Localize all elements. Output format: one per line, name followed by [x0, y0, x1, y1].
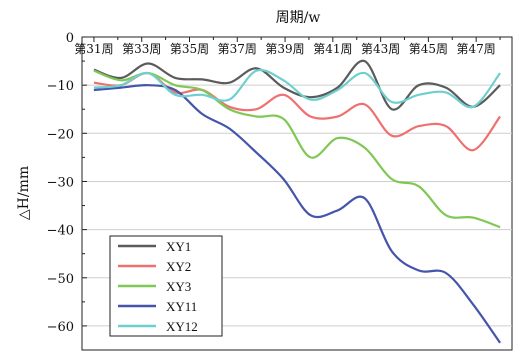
- x-tick-label: 第37周: [218, 42, 257, 56]
- axis-ticks: 0−10−20−30−40−50−60第31周 第33周 第35周 第37周 第39周第…: [47, 31, 501, 351]
- x-tick-label: 第41周: [313, 42, 352, 56]
- series-line-xy1: [93, 59, 501, 111]
- chart-title: 周期/w: [276, 10, 321, 26]
- y-tick-label: −60: [47, 320, 74, 335]
- x-tick-label: 第31周: [74, 42, 113, 56]
- x-tick-label: 第33周: [122, 42, 161, 56]
- legend-label-xy3: XY3: [166, 279, 191, 294]
- series-line-xy3: [93, 69, 501, 229]
- y-tick-label: −40: [47, 224, 74, 239]
- legend-label-xy12: XY12: [166, 319, 198, 334]
- legend-label-xy2: XY2: [166, 259, 191, 274]
- y-tick-label: 0: [66, 31, 74, 46]
- legend-label-xy1: XY1: [166, 239, 191, 254]
- y-tick-label: −10: [47, 79, 74, 94]
- x-tick-label: 第47周: [457, 42, 496, 56]
- y-tick-label: −20: [47, 127, 74, 142]
- legend-label-xy11: XY11: [166, 299, 197, 314]
- x-tick-label: 第45周: [409, 42, 448, 56]
- series-line-xy11: [93, 84, 501, 344]
- x-tick-label: 第43周: [361, 42, 400, 56]
- legend: XY1 XY2 XY3 XY11 XY12: [109, 235, 223, 337]
- series-lines: [93, 59, 501, 344]
- series-line-xy12: [93, 68, 501, 109]
- y-axis-label: △H/mm: [16, 166, 32, 220]
- y-tick-label: −30: [47, 175, 74, 190]
- x-tick-label: 第35周: [170, 42, 209, 56]
- y-tick-label: −50: [47, 272, 74, 287]
- plot-frame: [81, 36, 513, 351]
- x-tick-label: 第39周: [265, 42, 304, 56]
